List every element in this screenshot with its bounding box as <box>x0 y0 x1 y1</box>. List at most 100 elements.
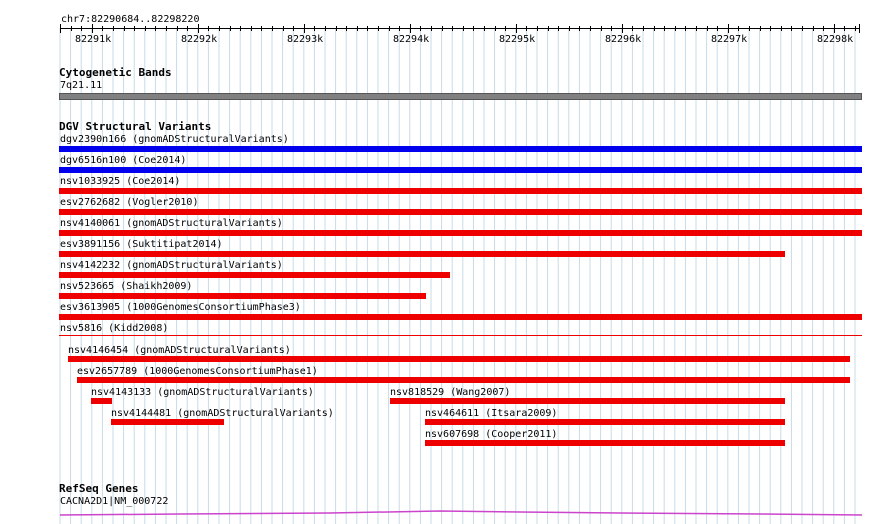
ruler-minor-tick <box>71 26 72 31</box>
ruler-minor-tick <box>442 26 443 31</box>
ruler-minor-tick <box>81 26 82 31</box>
ruler-minor-tick <box>177 26 178 31</box>
ruler-minor-tick <box>134 26 135 31</box>
variant-bar[interactable] <box>59 314 862 320</box>
ruler-minor-tick <box>770 26 771 31</box>
refseq-track-title[interactable]: RefSeq Genes <box>59 482 139 495</box>
ruler-minor-tick <box>579 26 580 31</box>
cytoband-track-title[interactable]: Cytogenetic Bands <box>59 66 172 79</box>
variant-label[interactable]: nsv4140061 (gnomADStructuralVariants) <box>60 218 283 229</box>
ruler-minor-tick <box>696 26 697 31</box>
variant-bar[interactable] <box>425 440 785 446</box>
variant-label[interactable]: esv3891156 (Suktitipat2014) <box>60 239 223 250</box>
ruler-minor-tick <box>399 26 400 31</box>
variant-bar[interactable] <box>59 251 785 257</box>
ruler-minor-tick <box>622 26 623 31</box>
variant-label[interactable]: nsv818529 (Wang2007) <box>390 387 511 398</box>
ruler-minor-tick <box>431 26 432 31</box>
region-label: chr7:82290684..82298220 <box>61 14 200 25</box>
variant-label[interactable]: esv2657789 (1000GenomesConsortiumPhase1) <box>77 366 318 377</box>
dgv-track-title[interactable]: DGV Structural Variants <box>59 120 212 133</box>
ruler-end-tick <box>859 24 860 33</box>
ruler-minor-tick <box>336 26 337 31</box>
variant-bar[interactable] <box>59 272 450 278</box>
variant-bar[interactable] <box>390 398 785 404</box>
ruler-minor-tick <box>367 26 368 31</box>
refseq-gene-line[interactable] <box>0 505 890 517</box>
ruler-minor-tick <box>590 26 591 31</box>
ruler-minor-tick <box>802 26 803 31</box>
variant-label[interactable]: nsv4144481 (gnomADStructuralVariants) <box>111 408 334 419</box>
variant-label[interactable]: esv2762682 (Vogler2010) <box>60 197 199 208</box>
variant-bar[interactable] <box>425 419 785 425</box>
ruler-minor-tick <box>198 26 199 31</box>
ruler-tick-label: 82292k <box>181 34 218 45</box>
ruler-minor-tick <box>558 26 559 31</box>
ruler-minor-tick <box>823 26 824 31</box>
ruler-minor-tick <box>632 26 633 31</box>
variant-bar[interactable] <box>59 209 862 215</box>
variant-bar[interactable] <box>59 188 862 194</box>
variant-label[interactable]: nsv4146454 (gnomADStructuralVariants) <box>68 345 291 356</box>
ruler-minor-tick <box>516 26 517 31</box>
ruler-minor-tick <box>219 26 220 31</box>
ruler-minor-tick <box>166 26 167 31</box>
ruler-minor-tick <box>749 26 750 31</box>
cytoband-bar[interactable] <box>59 93 862 100</box>
ruler-minor-tick <box>505 26 506 31</box>
ruler-minor-tick <box>685 26 686 31</box>
variant-bar[interactable] <box>59 335 862 336</box>
ruler-minor-tick <box>675 26 676 31</box>
variant-label[interactable]: dgv6516n100 (Coe2014) <box>60 155 187 166</box>
ruler-minor-tick <box>357 26 358 31</box>
variant-label[interactable]: nsv4142232 (gnomADStructuralVariants) <box>60 260 283 271</box>
variant-label[interactable]: dgv2390n166 (gnomADStructuralVariants) <box>60 134 289 145</box>
variant-bar[interactable] <box>59 230 862 236</box>
variant-label[interactable]: esv3613905 (1000GenomesConsortiumPhase3) <box>60 302 301 313</box>
variant-label[interactable]: nsv607698 (Cooper2011) <box>425 429 558 440</box>
ruler-minor-tick <box>113 26 114 31</box>
ruler-minor-tick <box>124 26 125 31</box>
ruler-minor-tick <box>813 26 814 31</box>
ruler-minor-tick <box>855 26 856 31</box>
variant-label[interactable]: nsv5816 (Kidd2008) <box>60 323 169 334</box>
variant-bar[interactable] <box>59 167 862 173</box>
ruler-minor-tick <box>410 26 411 31</box>
ruler-tick-label: 82291k <box>75 34 112 45</box>
variant-bar[interactable] <box>59 146 862 152</box>
ruler-minor-tick <box>717 26 718 31</box>
ruler-minor-tick <box>473 26 474 31</box>
ruler-minor-tick <box>378 26 379 31</box>
ruler-minor-tick <box>781 26 782 31</box>
ruler-minor-tick <box>601 26 602 31</box>
variant-label[interactable]: nsv523665 (Shaikh2009) <box>60 281 193 292</box>
ruler-minor-tick <box>484 26 485 31</box>
variant-bar[interactable] <box>59 293 426 299</box>
cytoband-label[interactable]: 7q21.11 <box>60 80 103 91</box>
ruler-minor-tick <box>643 26 644 31</box>
ruler-minor-tick <box>420 26 421 31</box>
ruler-minor-tick <box>844 26 845 31</box>
ruler-minor-tick <box>760 26 761 31</box>
ruler-minor-tick <box>208 26 209 31</box>
ruler-minor-tick <box>452 26 453 31</box>
variant-bar[interactable] <box>91 398 112 404</box>
ruler-minor-tick <box>240 26 241 31</box>
ruler-tick-label: 82297k <box>711 34 748 45</box>
refseq-gene-label[interactable]: CACNA2D1|NM_000722 <box>60 496 169 507</box>
variant-label[interactable]: nsv464611 (Itsara2009) <box>425 408 558 419</box>
variant-bar[interactable] <box>68 356 850 362</box>
ruler-minor-tick <box>314 26 315 31</box>
variant-label[interactable]: nsv1033925 (Coe2014) <box>60 176 181 187</box>
ruler-tick-label: 82298k <box>817 34 854 45</box>
ruler-minor-tick <box>728 26 729 31</box>
ruler-minor-tick <box>834 26 835 31</box>
variant-bar[interactable] <box>77 377 850 383</box>
ruler-minor-tick <box>272 26 273 31</box>
variant-label[interactable]: nsv4143133 (gnomADStructuralVariants) <box>91 387 314 398</box>
ruler-minor-tick <box>346 26 347 31</box>
ruler-minor-tick <box>664 26 665 31</box>
ruler-tick-label: 82295k <box>499 34 536 45</box>
variant-bar[interactable] <box>111 419 224 425</box>
ruler-tick-label: 82293k <box>287 34 324 45</box>
